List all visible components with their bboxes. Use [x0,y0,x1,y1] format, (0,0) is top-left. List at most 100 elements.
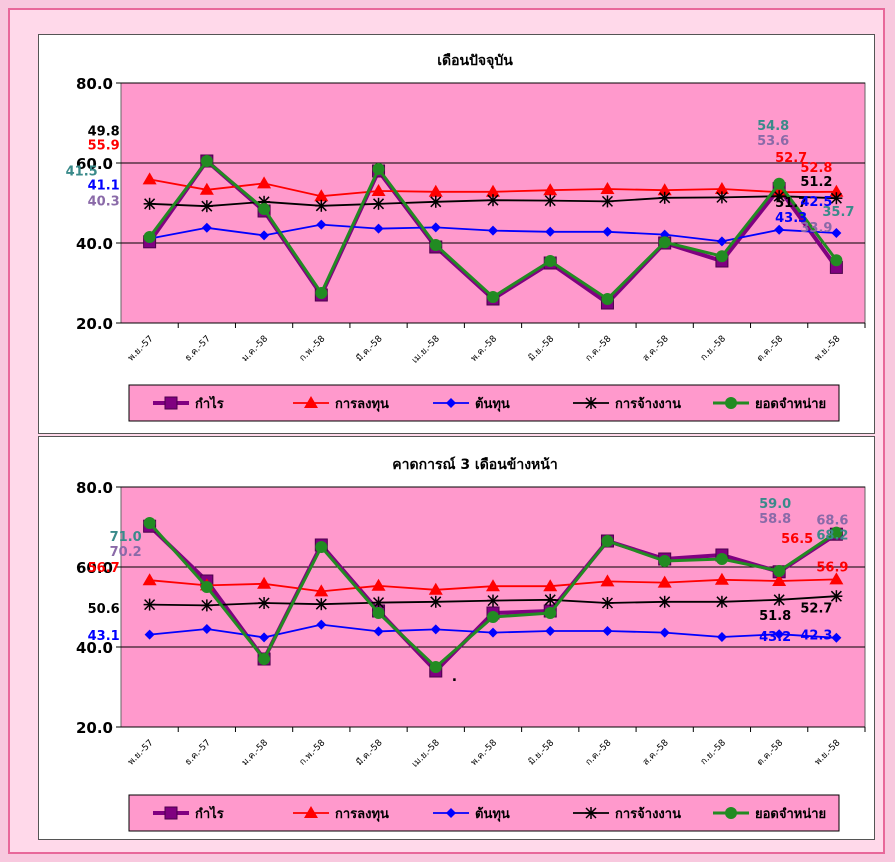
data-point [488,225,498,236]
data-point [773,177,786,190]
data-point [372,163,385,175]
data-point [429,195,442,208]
data-point [315,541,328,553]
data-point [715,595,728,608]
x-tick-label: มี.ค.-58 [354,333,385,364]
legend-label: การจ้างงาน [615,396,681,412]
x-tick-label: พ.ย.-57 [126,738,155,767]
data-point [486,184,500,197]
y-tick-label: 20.0 [76,315,113,333]
data-point [829,572,844,585]
data-point [430,624,441,635]
legend-marker [164,806,178,820]
x-tick-label: พ.ย.-58 [813,738,843,768]
data-point [830,526,843,539]
data-label: 56.7 [88,561,120,576]
data-point [488,627,498,638]
data-point [601,535,614,547]
data-point [315,199,328,212]
data-point [428,184,443,197]
chart-forecast-3-months: คาดการณ์ 3 เดือนข้างหน้า 20.0 40.0 60.0 80.0… [76,456,866,832]
legend-label: ต้นทุน [475,806,510,822]
legend-label: ยอดจำหน่าย [755,396,826,412]
data-point [602,626,613,636]
data-point [200,200,213,213]
data-label: 33.9 [800,221,832,236]
data-label: 43.1 [88,629,120,644]
data-point [716,236,727,247]
x-tick-label: ก.ย.-58 [699,738,728,767]
series-4 [143,155,843,305]
data-point [372,596,385,609]
y-tick-label: 20.0 [76,719,113,737]
data-point [143,231,156,243]
data-point [773,593,786,606]
data-point [372,197,385,210]
x-tick-label: ต.ค.-58 [755,738,785,768]
data-point [714,182,729,194]
data-point [258,653,271,665]
data-point [373,223,384,234]
legend-marker [585,397,597,409]
data-point [144,629,155,640]
x-tick-label: มี.ค.-58 [354,737,385,768]
data-label: 51.2 [800,175,832,190]
data-label: 71.0 [110,530,142,545]
legend-marker [725,807,737,819]
data-point [544,593,557,606]
data-point [657,575,672,588]
data-point [545,226,556,237]
data-point [659,627,670,638]
data-point [257,576,272,589]
data-point [487,291,499,303]
data-label: 42.5 [800,195,832,210]
data-label: 52.8 [800,161,832,176]
data-label: 58.8 [759,512,791,527]
chart-title: คาดการณ์ 3 เดือนข้างหน้า [392,456,557,473]
data-point [601,195,614,208]
x-tick-label: พ.ค.-58 [469,334,499,364]
data-label: 42.3 [800,628,832,643]
data-point [142,172,157,185]
data-point [199,182,214,195]
data-point [544,607,557,619]
data-label: 55.9 [88,138,120,153]
legend-label: กำไร [195,805,224,822]
series-2 [144,619,842,643]
data-point [658,191,671,204]
legend-marker [446,808,456,818]
x-tick-label: ต.ค.-58 [755,334,785,364]
legend-entry: การลงทุน [293,396,389,412]
data-point [658,595,671,608]
data-label: 52.7 [800,601,832,616]
annotation: . [452,669,457,685]
chart-panel-current: เดือนปัจจุบัน 20.0 40.0 60.0 80.0 พ.ย.-57 ธ.ค.… [38,34,875,434]
data-point [201,222,212,233]
data-point [372,607,385,619]
legend-entry: ยอดจำหน่าย [713,396,826,412]
data-point [657,183,672,196]
data-point [143,197,156,210]
data-point [600,182,615,194]
data-point [373,626,384,637]
legend-label: การลงทุน [335,397,389,412]
data-label: 56.5 [781,532,813,547]
data-point [314,584,329,597]
data-point [258,203,271,215]
data-point [714,572,729,585]
legend-label: ต้นทุน [475,396,510,412]
data-point [429,661,442,673]
data-point [715,250,728,263]
data-label: 41.5 [66,164,98,179]
x-tick-label: พ.ค.-58 [469,738,499,768]
data-point [716,632,727,642]
legend-entry: การลงทุน [293,806,389,822]
data-point [315,598,328,611]
x-tick-label: ก.พ.-58 [298,738,328,768]
data-label: 51.8 [759,609,791,624]
data-point [142,573,157,586]
data-point [316,219,327,230]
data-point [715,191,728,204]
x-tick-label: ส.ค.-58 [641,738,671,768]
data-point [487,594,499,607]
